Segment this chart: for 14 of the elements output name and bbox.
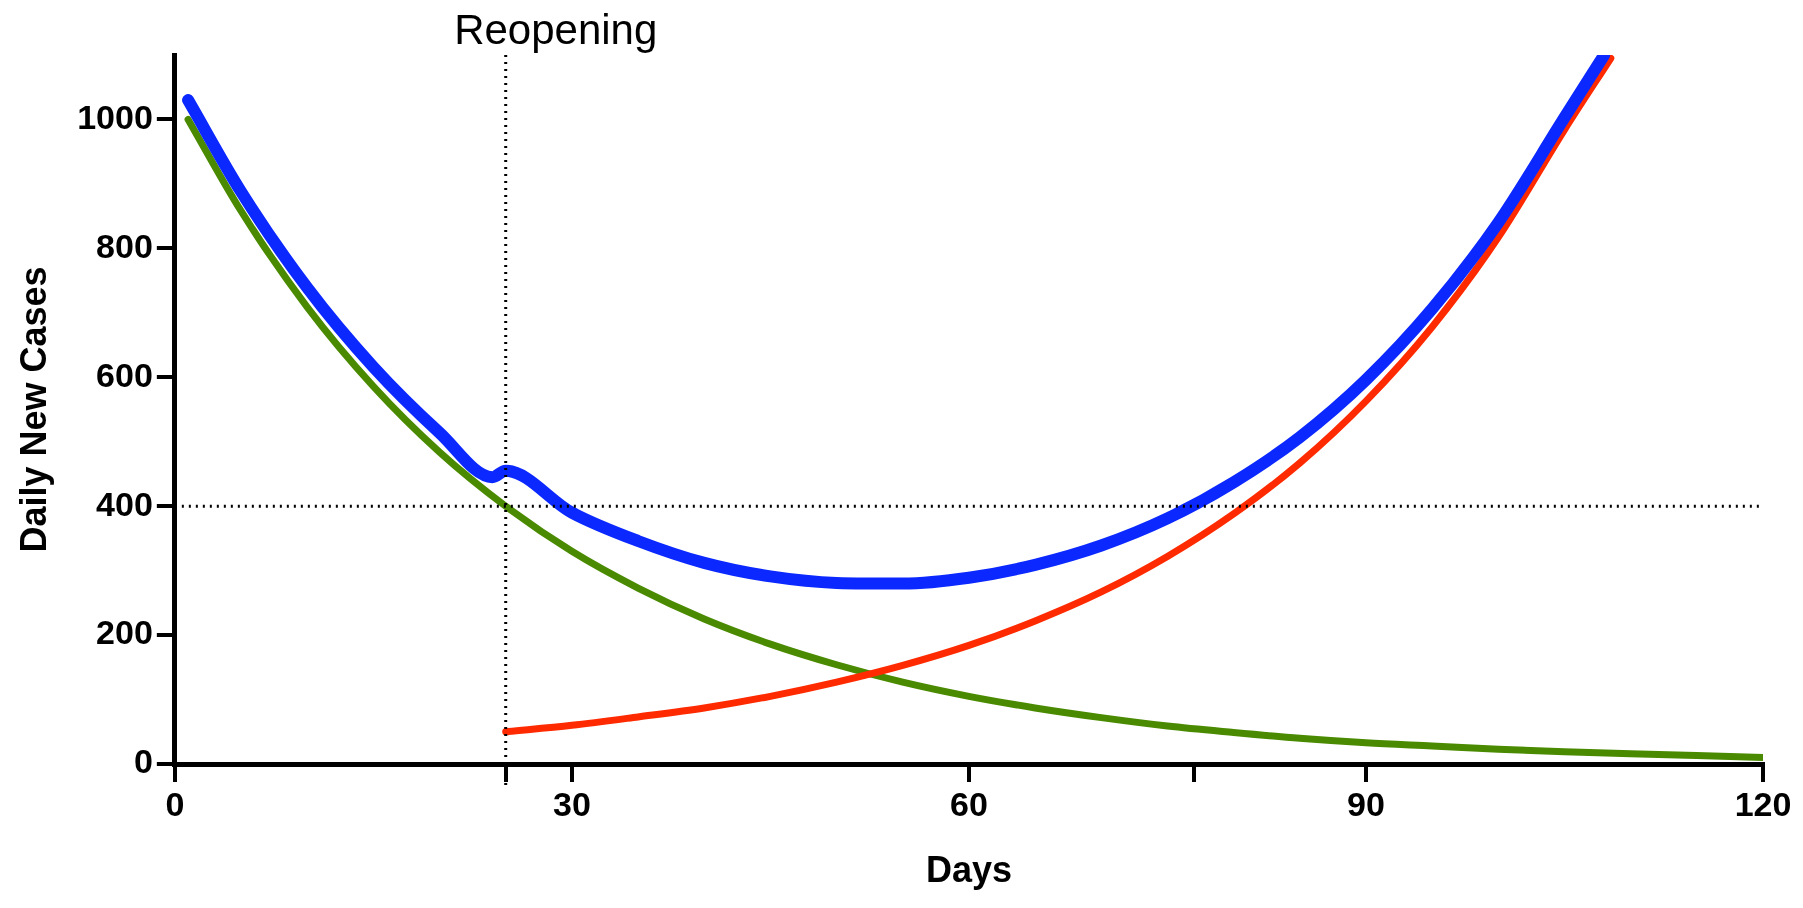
y-tick-label: 200 [96, 613, 153, 652]
y-tick-label: 400 [96, 484, 153, 523]
x-tick-label: 30 [552, 784, 591, 823]
y-tick-label: 800 [96, 226, 153, 265]
y-tick-label: 1000 [77, 97, 153, 136]
x-tick-label: 60 [950, 784, 988, 823]
x-axis-title: Days [925, 849, 1012, 891]
y-axis-title: Daily New Cases [12, 266, 54, 553]
y-tick-label: 0 [133, 742, 153, 781]
x-tick-label: 90 [1347, 784, 1385, 823]
y-tick-label: 600 [96, 355, 153, 394]
ref-line-label: Reopening [454, 5, 658, 53]
x-tick-label: 0 [165, 784, 185, 823]
x-tick-label: 120 [1734, 784, 1792, 823]
